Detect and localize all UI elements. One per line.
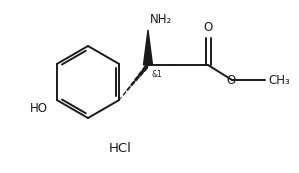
Text: CH₃: CH₃: [268, 74, 290, 86]
Text: NH₂: NH₂: [150, 13, 172, 26]
Text: HCl: HCl: [109, 142, 132, 154]
Text: &1: &1: [151, 70, 162, 79]
Text: HO: HO: [30, 102, 48, 115]
Text: O: O: [226, 74, 236, 86]
Polygon shape: [144, 30, 152, 65]
Text: O: O: [203, 21, 213, 34]
